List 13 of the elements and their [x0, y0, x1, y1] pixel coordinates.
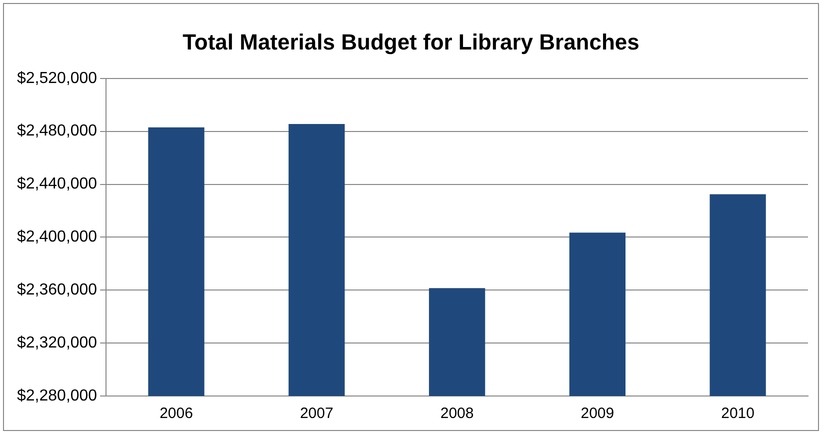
y-tick-label: $2,320,000: [17, 334, 98, 352]
y-tick-label: $2,520,000: [17, 70, 98, 87]
y-tick-label: $2,400,000: [17, 228, 98, 246]
chart-title: Total Materials Budget for Library Branches: [182, 29, 640, 54]
x-tick-label: 2010: [721, 405, 754, 422]
y-tick-label: $2,360,000: [17, 282, 98, 299]
y-tick-label: $2,440,000: [17, 176, 98, 193]
y-tick-label: $2,280,000: [17, 387, 98, 404]
x-tick-label: 2008: [440, 405, 474, 422]
x-tick-label: 2007: [300, 405, 334, 422]
x-tick-label: 2006: [160, 405, 193, 422]
y-tick-label: $2,480,000: [17, 122, 98, 140]
x-tick-label: 2009: [580, 405, 614, 422]
